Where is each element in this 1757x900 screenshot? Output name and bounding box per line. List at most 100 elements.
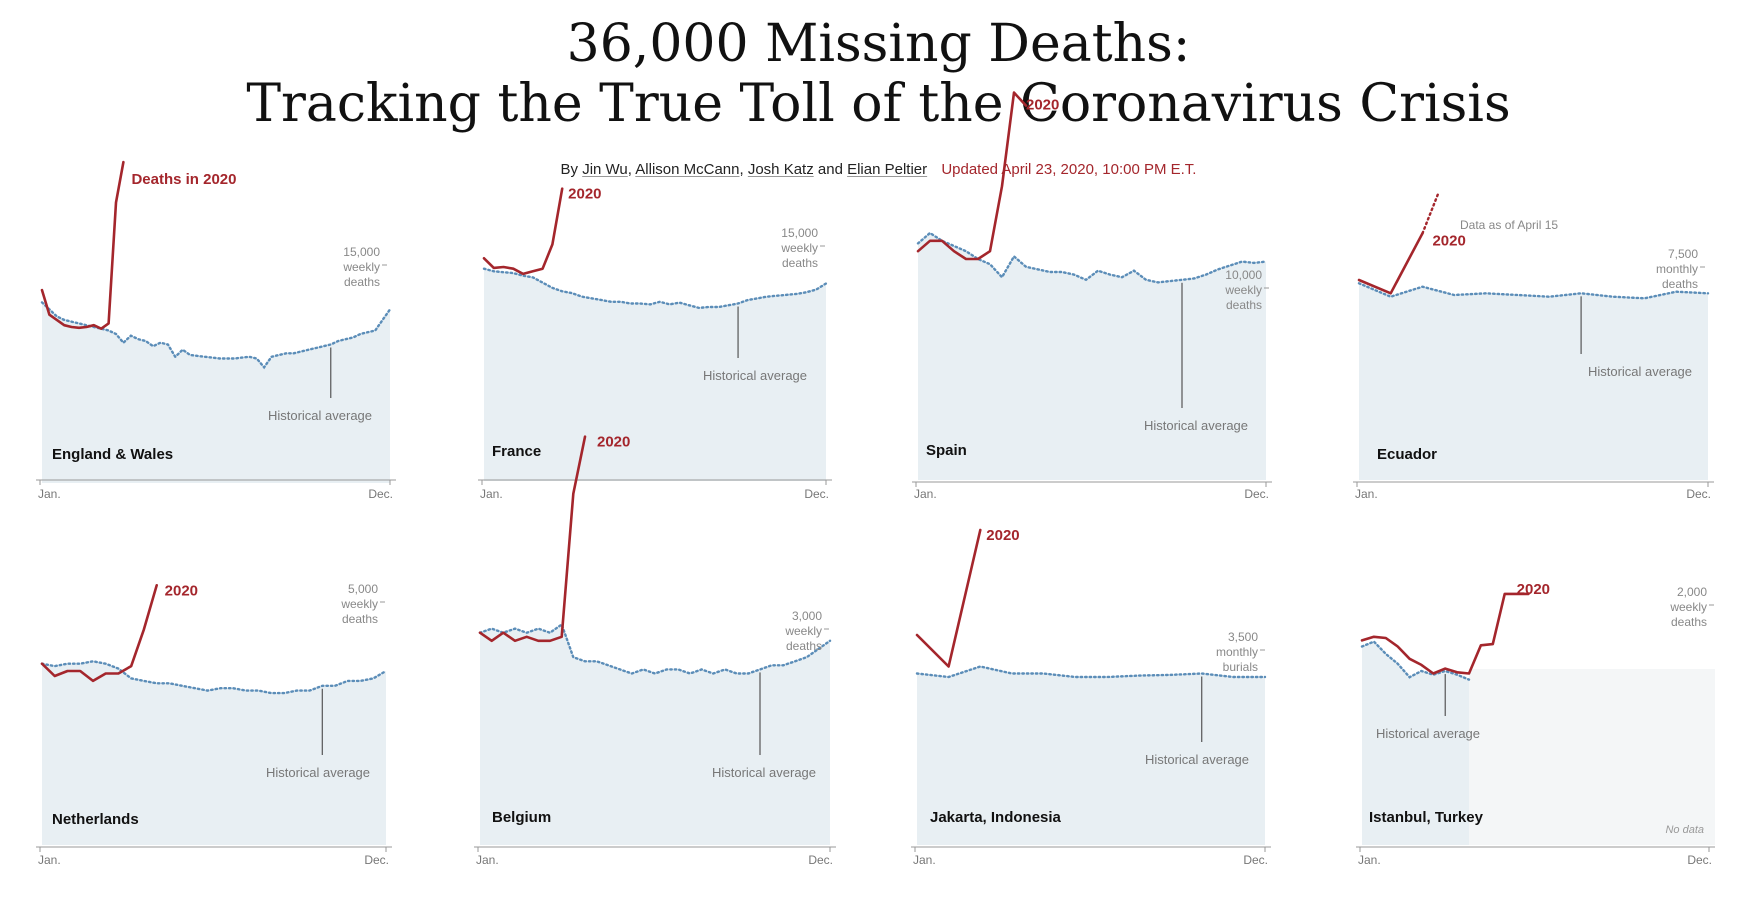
scale-label-text: weekly [1224, 283, 1262, 297]
x-tick-label-dec: Dec. [1687, 853, 1712, 867]
historical-average-label: Historical average [1376, 726, 1480, 741]
x-tick-label-jan: Jan. [913, 853, 936, 867]
scale-label-text: deaths [1671, 615, 1707, 629]
author-link[interactable]: Josh Katz [747, 161, 814, 178]
scale-label-text: deaths [782, 256, 818, 270]
headline-line-2: Tracking the True Toll of the Coronaviru… [246, 74, 1511, 134]
x-tick-label-jan: Jan. [476, 853, 499, 867]
series-label-2020: 2020 [568, 186, 601, 203]
chart-panel: Netherlands Historical average 2020 5,000we… [36, 582, 392, 867]
deaths-2020-line [478, 435, 587, 643]
chart-panel: No data Istanbul, Turkey Historical averag… [1356, 581, 1715, 867]
x-tick-label-dec: Dec. [1243, 853, 1268, 867]
scale-label-text: weekly [784, 624, 822, 638]
deaths-2020-line [482, 187, 564, 276]
historical-area-fill [42, 661, 386, 845]
historical-average-line [478, 622, 832, 675]
panel-title: Netherlands [52, 811, 139, 828]
historical-area-fill [1362, 641, 1469, 845]
series-label-2020: 2020 [597, 434, 630, 451]
historical-average-label: Historical average [1588, 364, 1692, 379]
chart-panel: Ecuador Historical average Data as of Apri… [1353, 192, 1714, 501]
historical-average-label: Historical average [712, 765, 816, 780]
x-tick-label-dec: Dec. [364, 853, 389, 867]
historical-area-fill [918, 233, 1266, 480]
deaths-2020-partial-line [1421, 192, 1440, 235]
x-tick-label-dec: Dec. [1244, 487, 1269, 501]
historical-average-label: Historical average [703, 368, 807, 383]
byline: By Jin Wu, Allison McCann, Josh Katz and… [0, 161, 1757, 178]
scale-label-text: 3,000 [792, 609, 822, 623]
historical-area-fill [484, 268, 826, 481]
deaths-2020-line [1357, 232, 1424, 295]
author-link[interactable]: Elian Peltier [847, 161, 928, 178]
scale-label-text: 15,000 [781, 226, 818, 240]
x-tick-label-dec: Dec. [808, 853, 833, 867]
x-tick-label-jan: Jan. [1355, 487, 1378, 501]
historical-average-line [1360, 640, 1471, 681]
no-data-label: No data [1665, 824, 1704, 836]
series-label-2020: 2020 [1432, 232, 1465, 249]
deaths-2020-line [915, 528, 982, 668]
deaths-2020-line [1360, 592, 1530, 675]
x-tick-label-jan: Jan. [38, 487, 61, 501]
series-label-2020: 2020 [986, 527, 1019, 544]
scale-label-text: monthly [1656, 262, 1698, 276]
panel-title: Spain [926, 442, 967, 459]
historical-average-line [482, 267, 828, 310]
scale-label-text: deaths [1226, 298, 1262, 312]
panel-title: France [492, 443, 541, 460]
historical-average-line [1357, 282, 1710, 300]
panel-title: England & Wales [52, 446, 173, 463]
historical-average-line [915, 665, 1267, 679]
historical-average-label: Historical average [266, 765, 370, 780]
scale-label-text: 15,000 [343, 245, 380, 259]
no-data-region [1469, 669, 1715, 845]
scale-label-text: weekly [340, 597, 378, 611]
scale-label-text: weekly [780, 241, 818, 255]
scale-label-text: weekly [342, 260, 380, 274]
historical-average-label: Historical average [1145, 752, 1249, 767]
x-tick-label-jan: Jan. [480, 487, 503, 501]
historical-area-fill [1359, 283, 1708, 480]
scale-label-text: weekly [1669, 600, 1707, 614]
author-link[interactable]: Jin Wu [582, 161, 628, 178]
series-label-2020: 2020 [1026, 97, 1059, 114]
historical-area-fill [917, 666, 1265, 845]
byline-separator: , [739, 161, 744, 178]
deaths-2020-line [916, 91, 1028, 261]
series-label-2020: 2020 [1517, 581, 1550, 598]
headline-line-1: 36,000 Missing Deaths: [566, 14, 1191, 74]
chart-panel: Spain Historical average 2020 10,000weeklyd… [912, 91, 1272, 501]
x-tick-label-jan: Jan. [914, 487, 937, 501]
x-tick-label-dec: Dec. [1686, 487, 1711, 501]
historical-area-fill [480, 624, 830, 845]
panel-title: Belgium [492, 809, 551, 826]
historical-area-fill [42, 302, 390, 483]
series-label-2020: 2020 [165, 582, 198, 599]
scale-label-text: 3,500 [1228, 630, 1258, 644]
scale-label-text: deaths [1662, 277, 1698, 291]
x-tick-label-jan: Jan. [38, 853, 61, 867]
scale-label-text: monthly [1216, 645, 1258, 659]
scale-label-text: burials [1223, 660, 1258, 674]
byline-and: and [817, 161, 843, 178]
scale-label-text: 10,000 [1225, 268, 1262, 282]
historical-average-line [40, 660, 388, 695]
panel-title: Istanbul, Turkey [1369, 809, 1484, 826]
historical-average-label: Historical average [268, 408, 372, 423]
x-tick-label-dec: Dec. [804, 487, 829, 501]
scale-label-text: 2,000 [1677, 585, 1707, 599]
scale-label-text: 7,500 [1668, 247, 1698, 261]
x-tick-label-jan: Jan. [1358, 853, 1381, 867]
scale-label-text: deaths [786, 639, 822, 653]
headline: 36,000 Missing Deaths: Tracking the True… [0, 14, 1757, 134]
panel-title: Ecuador [1377, 446, 1437, 463]
data-as-of-annotation: Data as of April 15 [1460, 218, 1558, 232]
chart-panel: England & Wales Historical average Deaths … [36, 160, 396, 501]
chart-panel: France Historical average 2020 15,000weekly… [478, 186, 832, 501]
author-link[interactable]: Allison McCann [635, 161, 740, 178]
x-tick-label-dec: Dec. [368, 487, 393, 501]
byline-separator: , [627, 161, 632, 178]
